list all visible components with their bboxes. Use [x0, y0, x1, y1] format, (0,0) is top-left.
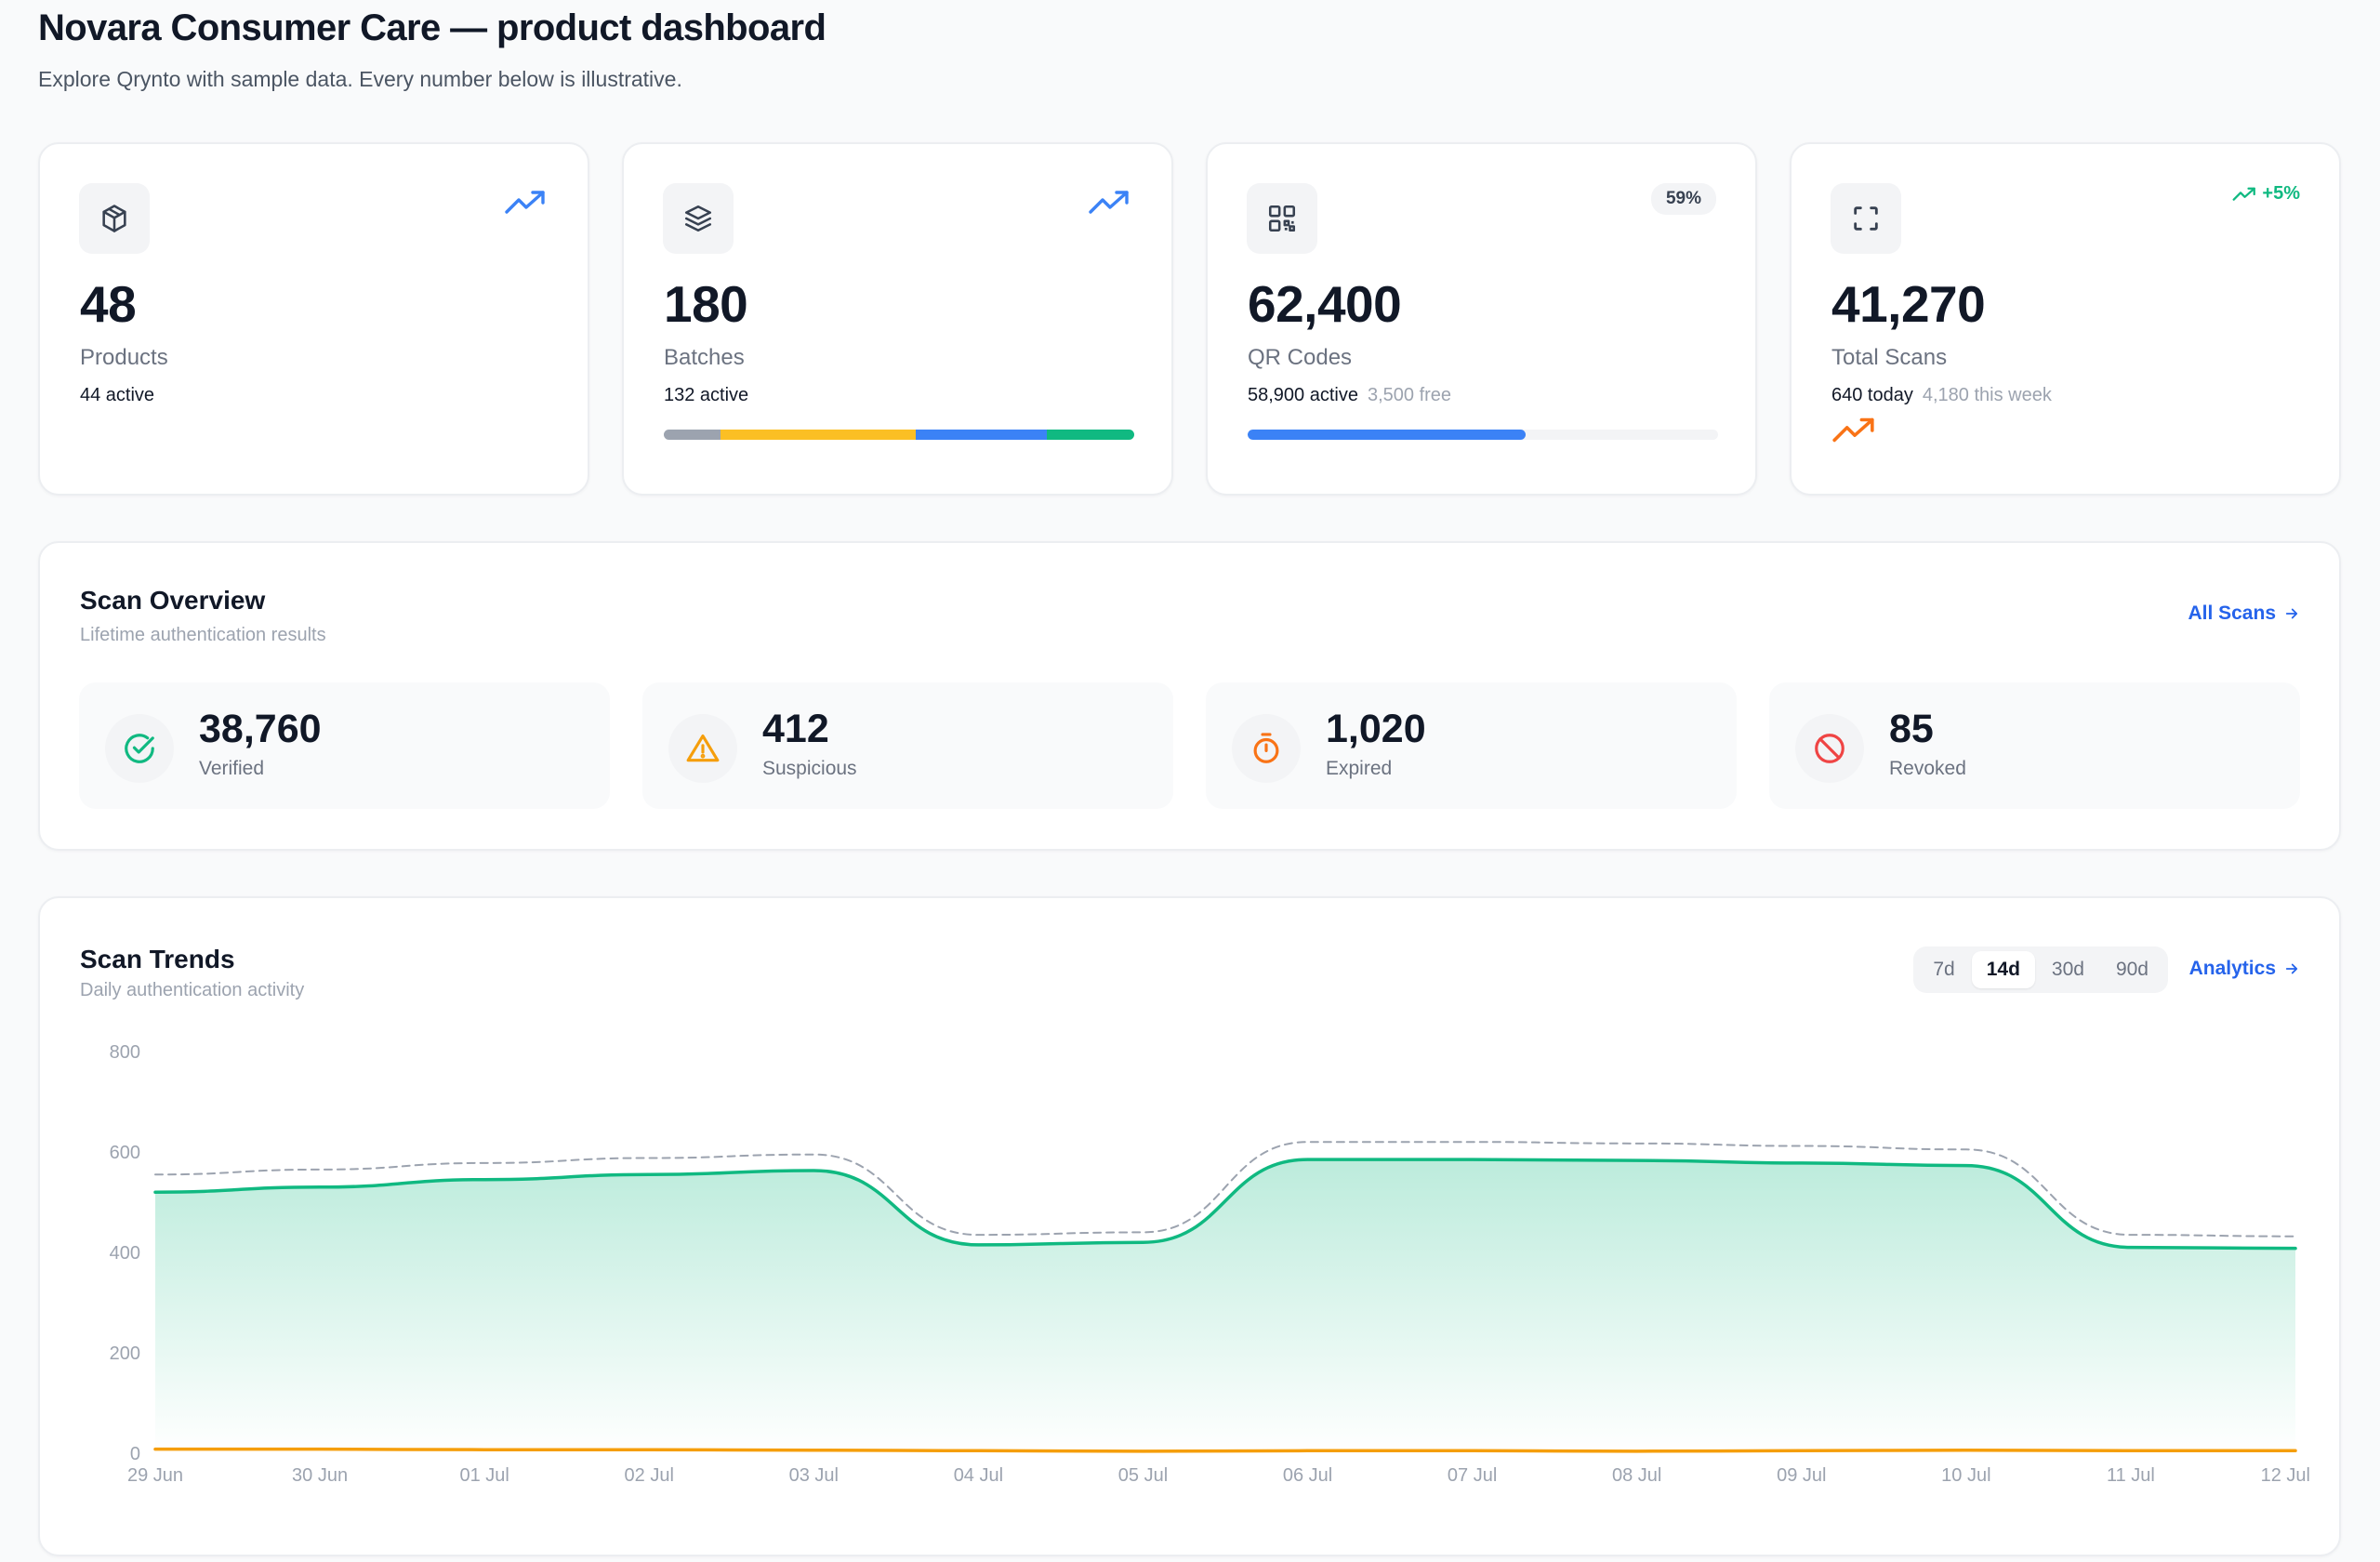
- batches-value: 180: [664, 275, 748, 333]
- range-tab-14d[interactable]: 14d: [1971, 951, 2035, 988]
- qr-codes-label: QR Codes: [1248, 345, 1353, 370]
- trending-up-icon: [505, 191, 545, 214]
- x-tick-label: 29 Jun: [127, 1465, 183, 1486]
- revoked-label: Revoked: [1889, 758, 1966, 779]
- products-sub: 44 active: [80, 385, 155, 405]
- scans-delta-badge: +5%: [2232, 183, 2300, 205]
- qr-usage-progress: [1248, 430, 1718, 440]
- qr-codes-value: 62,400: [1248, 275, 1402, 333]
- range-tab-7d[interactable]: 7d: [1933, 959, 1955, 980]
- check-circle-icon: [105, 714, 174, 783]
- timer-icon: [1232, 714, 1301, 783]
- page-title: Novara Consumer Care — product dashboard: [38, 7, 826, 48]
- qr-codes-sub: 58,900 active 3,500 free: [1248, 385, 1451, 406]
- range-tab-30d[interactable]: 30d: [2051, 959, 2084, 980]
- x-tick-label: 02 Jul: [625, 1465, 674, 1486]
- y-tick-label: 0: [130, 1444, 140, 1464]
- qr-code-icon: [1247, 183, 1317, 254]
- total-scans-card[interactable]: +5% 41,270 Total Scans 640 today 4,180 th…: [1790, 142, 2341, 496]
- trending-up-icon: [2232, 187, 2256, 201]
- scan-trends-card: Scan Trends Daily authentication activit…: [38, 896, 2341, 1556]
- verified-value: 38,760: [199, 707, 322, 751]
- total-scans-label: Total Scans: [1831, 345, 1948, 370]
- products-label: Products: [80, 345, 168, 370]
- x-tick-label: 01 Jul: [459, 1465, 509, 1486]
- package-icon: [79, 183, 150, 254]
- trending-up-icon: [1089, 191, 1129, 214]
- layers-icon: [663, 183, 734, 254]
- total-scans-value: 41,270: [1831, 275, 1986, 333]
- x-tick-label: 04 Jul: [954, 1465, 1003, 1486]
- all-scans-link[interactable]: All Scans: [2188, 602, 2300, 625]
- x-tick-label: 08 Jul: [1612, 1465, 1661, 1486]
- scan-overview-subtitle: Lifetime authentication results: [80, 625, 326, 645]
- x-tick-label: 03 Jul: [789, 1465, 839, 1486]
- all-scans-label: All Scans: [2188, 602, 2276, 624]
- warning-icon: [668, 714, 737, 783]
- range-selector: 7d 14d 30d 90d: [1913, 946, 2168, 993]
- suspicious-label: Suspicious: [762, 758, 857, 779]
- batch-segment-blue: [915, 430, 1048, 440]
- revoked-value: 85: [1889, 707, 1934, 751]
- x-tick-label: 11 Jul: [2107, 1465, 2155, 1486]
- x-tick-label: 10 Jul: [1941, 1465, 1990, 1486]
- arrow-right-icon: [2285, 608, 2298, 619]
- arrow-right-icon: [2285, 963, 2298, 974]
- batches-card[interactable]: 180 Batches 132 active: [622, 142, 1173, 496]
- scan-overview-card: Scan Overview Lifetime authentication re…: [38, 541, 2341, 851]
- scans-this-week: 4,180 this week: [1922, 385, 2052, 405]
- series-area-fill: [155, 1159, 2295, 1453]
- ban-icon: [1795, 714, 1864, 783]
- products-card[interactable]: 48 Products 44 active: [38, 142, 589, 496]
- batches-sub: 132 active: [664, 385, 749, 405]
- range-tab-90d[interactable]: 90d: [2115, 959, 2149, 980]
- scans-today: 640 today: [1831, 385, 1913, 405]
- series-line-2: [153, 1447, 2297, 1453]
- trending-up-icon: [1832, 417, 1874, 443]
- series-line-0: [153, 1158, 2297, 1251]
- expired-value: 1,020: [1326, 707, 1426, 751]
- scan-trends-title: Scan Trends: [80, 945, 235, 973]
- batch-segment-green: [1047, 430, 1134, 440]
- scans-delta-value: +5%: [2262, 183, 2300, 204]
- y-tick-label: 200: [110, 1344, 140, 1364]
- qr-usage-progress-fill: [1248, 430, 1526, 440]
- x-tick-label: 30 Jun: [292, 1465, 348, 1486]
- scan-trends-subtitle: Daily authentication activity: [80, 980, 305, 1000]
- qr-active-count: 58,900 active: [1248, 385, 1358, 405]
- page-subtitle: Explore Qrynto with sample data. Every n…: [38, 67, 682, 91]
- x-tick-label: 05 Jul: [1118, 1465, 1168, 1486]
- verified-tile[interactable]: 38,760 Verified: [79, 682, 610, 809]
- series-line-1: [154, 1141, 2296, 1238]
- analytics-link[interactable]: Analytics: [2189, 958, 2300, 980]
- y-tick-label: 800: [110, 1042, 140, 1063]
- batch-segment-amber: [720, 430, 916, 440]
- x-tick-label: 12 Jul: [2261, 1465, 2310, 1486]
- total-scans-sub: 640 today 4,180 this week: [1831, 385, 2052, 406]
- suspicious-value: 412: [762, 707, 829, 751]
- scan-overview-title: Scan Overview: [80, 586, 266, 615]
- batch-segment-gray: [664, 430, 721, 440]
- verified-label: Verified: [199, 758, 265, 779]
- batch-status-bar: [664, 430, 1134, 440]
- x-tick-label: 07 Jul: [1448, 1465, 1497, 1486]
- expired-tile[interactable]: 1,020 Expired: [1206, 682, 1737, 809]
- y-tick-label: 400: [110, 1243, 140, 1264]
- expired-label: Expired: [1326, 758, 1393, 779]
- x-tick-label: 06 Jul: [1283, 1465, 1332, 1486]
- y-tick-label: 600: [110, 1143, 140, 1163]
- analytics-label: Analytics: [2188, 958, 2276, 979]
- x-tick-label: 09 Jul: [1777, 1465, 1826, 1486]
- qr-codes-card[interactable]: 59% 62,400 QR Codes 58,900 active 3,500 f…: [1206, 142, 1757, 496]
- products-value: 48: [80, 275, 137, 333]
- qr-usage-badge: 59%: [1650, 183, 1716, 215]
- scan-trends-chart: 0 200 400 600 800 29 Jun 30 Jun 01 Jul 02 Jul 03 …: [110, 1042, 2310, 1486]
- revoked-tile[interactable]: 85 Revoked: [1769, 682, 2300, 809]
- qr-free-count: 3,500 free: [1367, 385, 1452, 405]
- batches-label: Batches: [664, 345, 745, 370]
- suspicious-tile[interactable]: 412 Suspicious: [642, 682, 1173, 809]
- scan-frame-icon: [1831, 183, 1901, 254]
